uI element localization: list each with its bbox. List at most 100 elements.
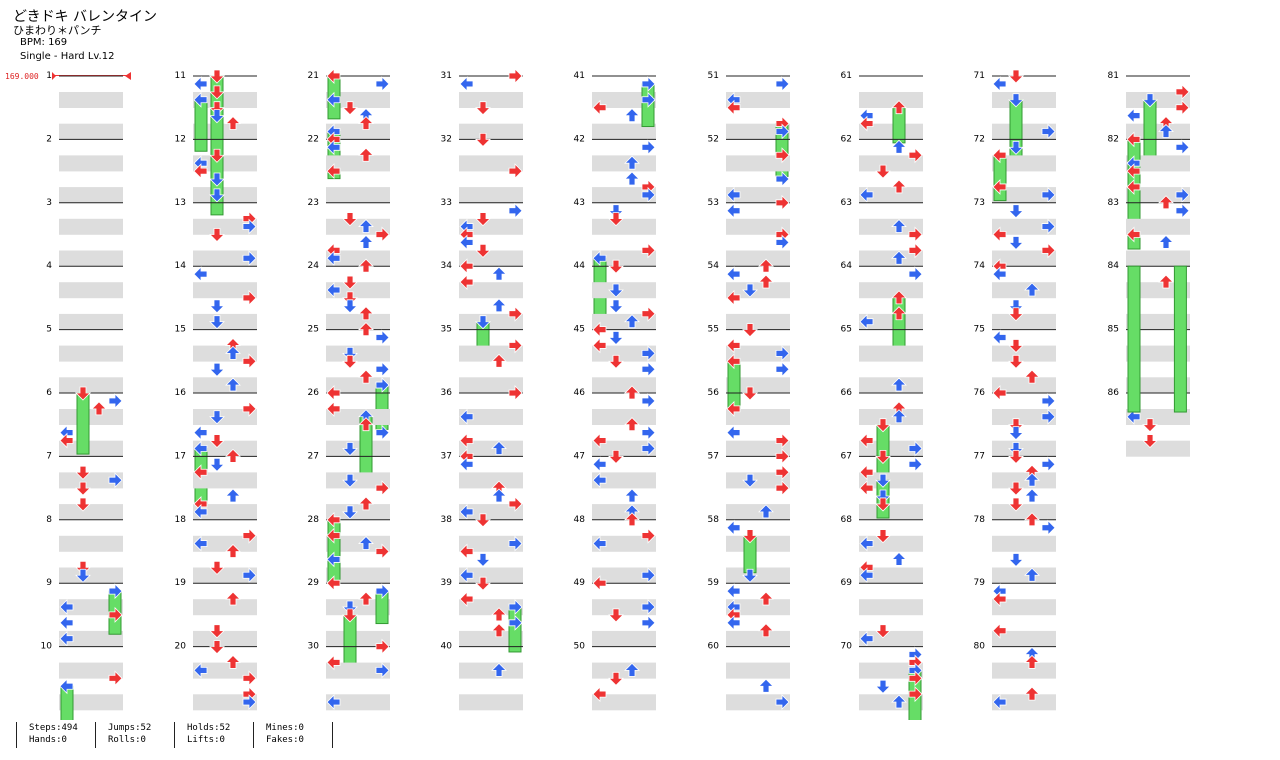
measure-band [193, 282, 257, 299]
arrow-l-icon [459, 408, 474, 425]
arrow-d-icon [75, 560, 91, 575]
measure-band [459, 345, 523, 362]
measure-number: 23 [308, 198, 319, 208]
measure-band [1126, 218, 1190, 235]
measure-band [859, 535, 923, 552]
measure-number: 77 [974, 451, 985, 461]
measure-band [459, 630, 523, 647]
measure-band [859, 409, 923, 425]
arrow-r-icon [1041, 392, 1056, 409]
arrow-d-icon [1008, 236, 1024, 250]
measure-number: 49 [574, 578, 586, 588]
arrow-l-icon [859, 535, 874, 552]
arrow-r-icon [1041, 519, 1056, 536]
arrow-u-icon [358, 219, 374, 233]
measure-band [326, 92, 390, 108]
arrow-d-icon [209, 101, 225, 116]
arrow-d-icon [608, 354, 624, 369]
measure-number: 24 [308, 261, 320, 271]
arrow-d-icon [608, 449, 624, 464]
arrow-l-icon [193, 266, 208, 283]
holds-stat: Holds:52 [187, 723, 231, 733]
arrow-l-icon [859, 115, 874, 132]
arrow-d-icon [75, 465, 91, 480]
measure-band [859, 662, 923, 679]
measure-band [592, 662, 656, 679]
measure-band [1126, 440, 1190, 457]
lifts-stat: Lifts:0 [187, 735, 225, 745]
arrow-l-icon [326, 694, 341, 711]
arrow-r-icon [242, 250, 257, 267]
arrow-l-icon [992, 694, 1007, 711]
measure-50: 50 [574, 642, 656, 711]
arrow-u-icon [1024, 567, 1040, 582]
measure-band [992, 567, 1056, 584]
arrow-l-icon [726, 289, 741, 306]
arrow-d-icon [1008, 299, 1024, 314]
arrow-u-icon [891, 100, 907, 115]
arrow-u-icon [358, 536, 374, 550]
arrow-d-icon [608, 259, 624, 274]
song-artist: ひまわり＊パンチ [13, 24, 102, 37]
measure-number: 9 [46, 578, 52, 588]
measure-band [992, 694, 1056, 711]
arrow-d-icon [209, 624, 225, 639]
arrow-u-icon [758, 258, 774, 273]
measure-band [726, 472, 790, 489]
measure-81: 81 [1108, 71, 1190, 164]
arrow-l-icon [193, 75, 208, 92]
measure-number: 19 [175, 578, 187, 588]
measure-number: 47 [574, 451, 585, 461]
arrow-d-icon [475, 315, 491, 330]
hold-body [76, 392, 90, 455]
arrow-r-icon [908, 266, 923, 283]
arrow-l-icon [459, 503, 474, 520]
measure-band [992, 92, 1056, 108]
measure-band [193, 504, 257, 521]
arrow-r-icon [641, 527, 656, 544]
measure-number: 43 [574, 198, 585, 208]
arrow-l-icon [1126, 178, 1141, 195]
arrow-d-icon [475, 101, 491, 116]
measure-number: 28 [308, 515, 320, 525]
measure-band [326, 472, 390, 489]
measure-54: 54 [708, 258, 790, 330]
arrow-r-icon [641, 139, 656, 156]
measure-17: 17 [175, 448, 257, 521]
hold-body [194, 99, 208, 152]
measure-30: 30 [308, 638, 390, 711]
measure-band [592, 313, 656, 330]
measure-73: 73 [974, 198, 1056, 267]
measure-band [326, 123, 390, 140]
measure-band [59, 567, 123, 584]
arrow-d-icon [1008, 426, 1024, 441]
measure-band [859, 630, 923, 647]
arrow-d-icon [342, 101, 358, 116]
arrow-l-icon [459, 456, 474, 473]
measure-band [592, 535, 656, 552]
arrow-d-icon [209, 188, 225, 203]
measure-band [859, 504, 923, 521]
stats-cell-mines: Mines:0 Fakes:0 [253, 722, 332, 748]
measure-band [326, 440, 390, 457]
measure-number: 55 [708, 325, 719, 335]
arrow-l-icon [193, 163, 208, 180]
arrow-r-icon [775, 171, 790, 187]
measure-band [193, 630, 257, 647]
arrow-d-icon [875, 489, 891, 504]
measure-band [459, 187, 523, 204]
measure-number: 20 [175, 642, 187, 652]
measure-18: 18 [175, 515, 257, 584]
measure-67: 67 [841, 449, 923, 521]
arrow-u-icon [891, 290, 907, 305]
measure-band [726, 92, 790, 108]
arrow-u-icon [1024, 512, 1040, 527]
arrow-d-icon [1142, 93, 1158, 108]
jumps-stat: Jumps:52 [108, 723, 152, 733]
measure-number: 67 [841, 451, 852, 461]
measure-number: 72 [974, 134, 985, 144]
arrow-r-icon [375, 75, 390, 92]
measure-band [859, 377, 923, 394]
arrow-l-icon [992, 591, 1007, 608]
arrow-r-icon [641, 345, 656, 362]
